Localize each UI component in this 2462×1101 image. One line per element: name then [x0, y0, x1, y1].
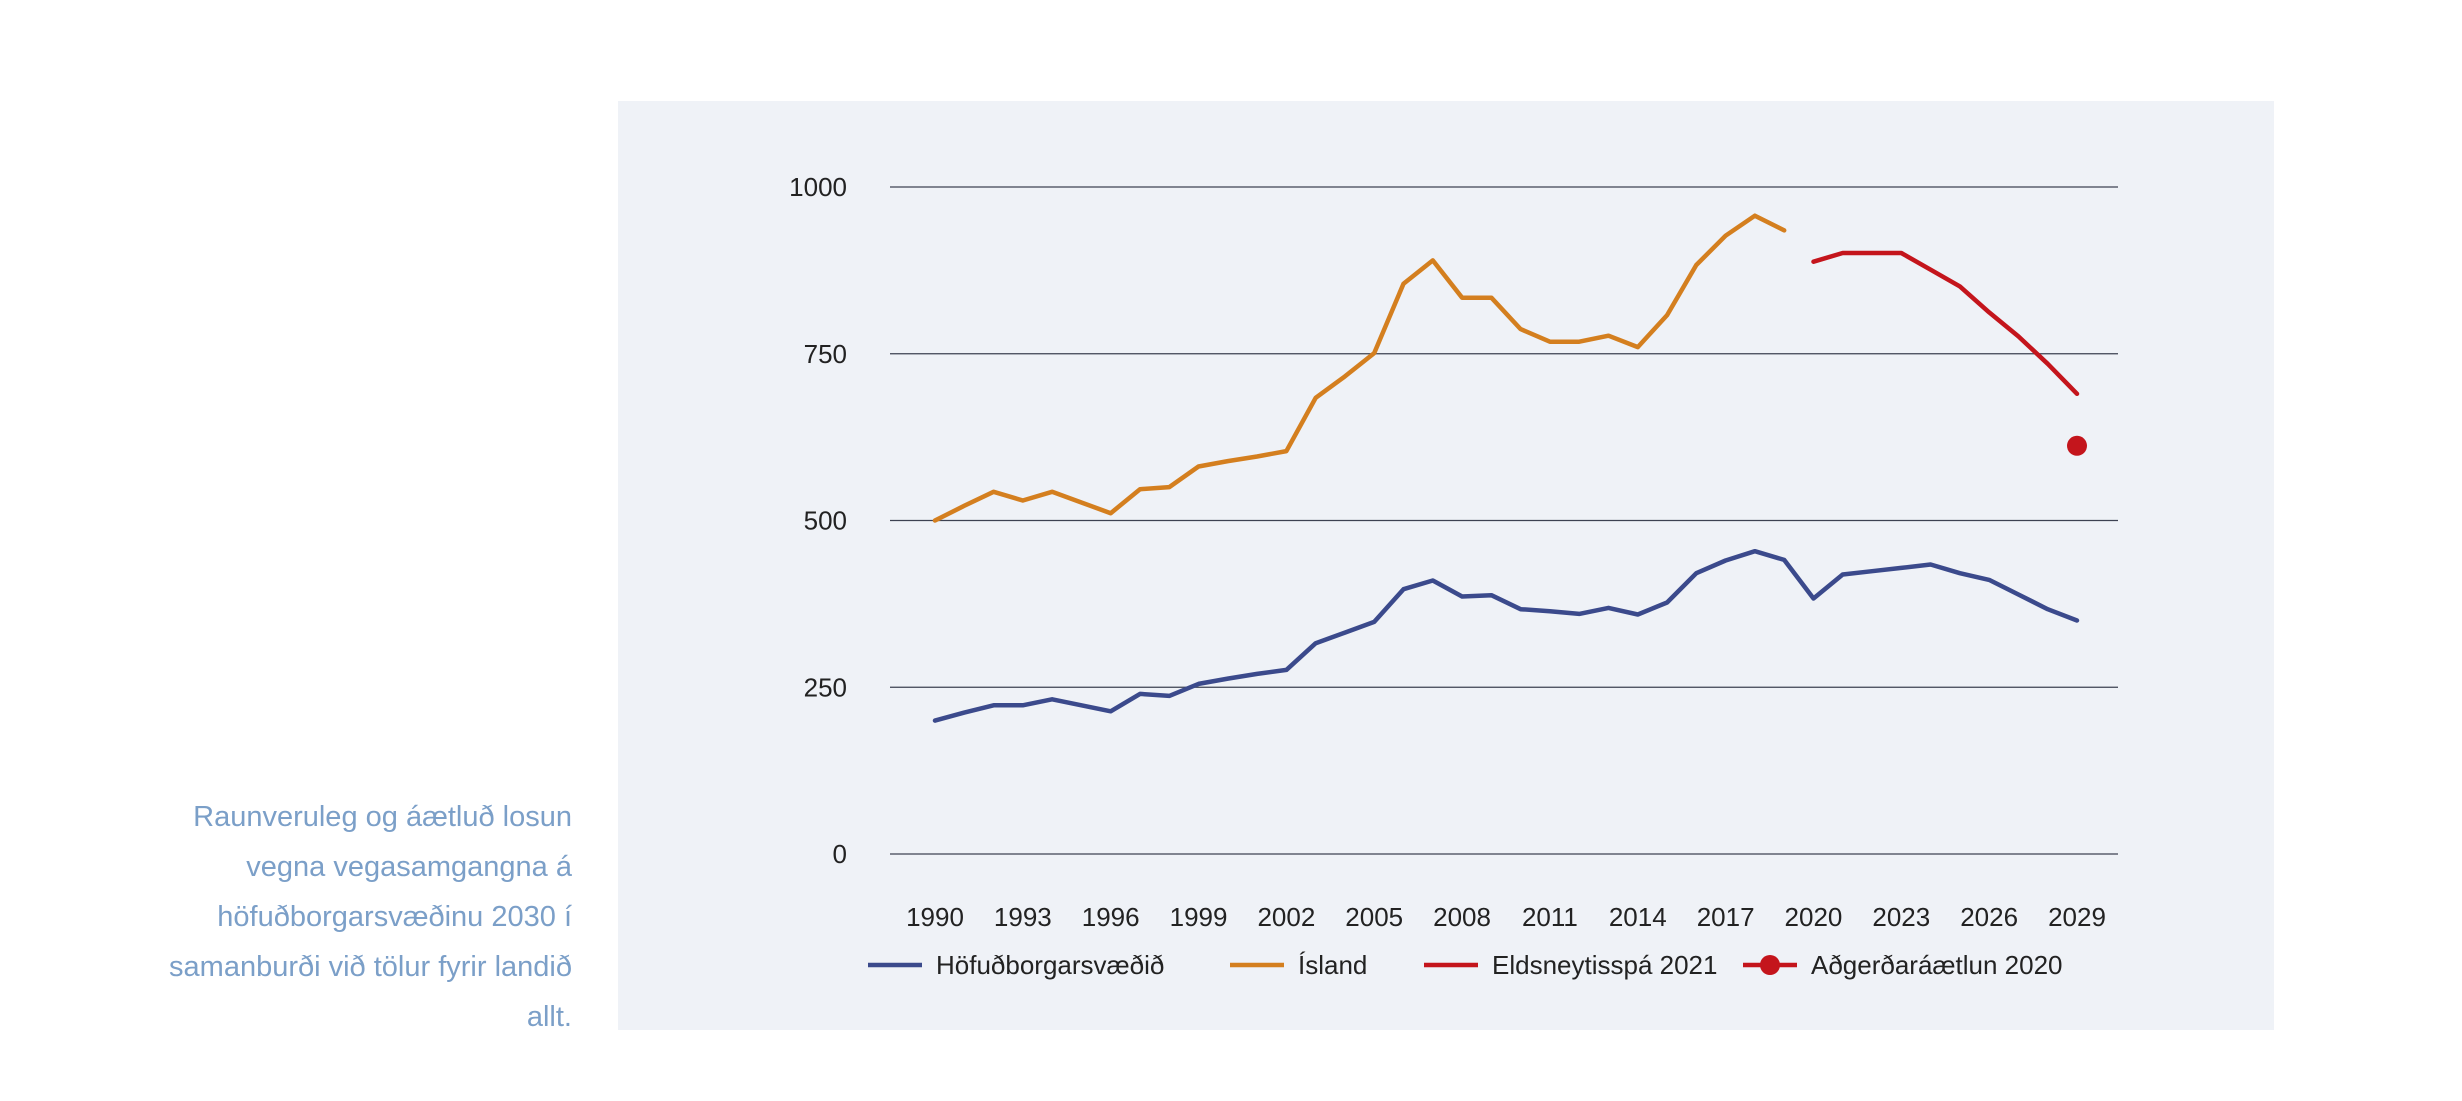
legend-marker-3 [1760, 955, 1780, 975]
y-tick-label: 0 [833, 839, 847, 869]
chart-caption: Raunveruleg og áætluð losun vegna vegasa… [169, 801, 572, 1033]
x-tick-label: 2023 [1872, 902, 1930, 932]
series-line-2 [1811, 250, 2080, 397]
legend: Höfuðborgarsvæðið Ísland Eldsneytisspá 202… [868, 950, 2063, 980]
x-tick-label: 2014 [1609, 902, 1667, 932]
y-axis-ticks: 0 250 500 750 1000 [789, 172, 847, 869]
x-tick-label: 2017 [1697, 902, 1755, 932]
legend-label-0: Höfuðborgarsvæðið [936, 950, 1164, 980]
y-tick-label: 500 [804, 506, 847, 536]
x-axis-ticks: 1990 1993 1996 1999 2002 2005 2008 2011 2014 2017… [906, 902, 2106, 932]
x-tick-label: 2020 [1785, 902, 1843, 932]
x-tick-label: 2029 [2048, 902, 2106, 932]
x-tick-label: 1996 [1082, 902, 1140, 932]
x-tick-label: 1999 [1170, 902, 1228, 932]
x-tick-label: 2026 [1960, 902, 2018, 932]
chart-panel: 0 250 500 750 1000 1990 1993 1996 1999 2002 2005 2… [618, 101, 2274, 1030]
series-layer [932, 213, 2087, 723]
x-tick-label: 2005 [1345, 902, 1403, 932]
series-line-0 [932, 548, 2080, 723]
x-tick-label: 1993 [994, 902, 1052, 932]
x-tick-label: 2011 [1522, 902, 1578, 932]
gridlines [890, 186, 2118, 855]
series-line-1 [932, 213, 1787, 523]
legend-label-1: Ísland [1298, 950, 1367, 980]
y-tick-label: 750 [804, 339, 847, 369]
legend-label-3: Aðgerðaráætlun 2020 [1811, 950, 2063, 980]
x-tick-label: 2008 [1433, 902, 1491, 932]
y-tick-label: 250 [804, 672, 847, 702]
emissions-line-chart: 0 250 500 750 1000 1990 1993 1996 1999 2002 2005 2… [789, 172, 2118, 980]
data-point-3 [2067, 435, 2087, 456]
x-tick-label: 2002 [1257, 902, 1315, 932]
y-tick-label: 1000 [789, 172, 847, 202]
legend-label-2: Eldsneytisspá 2021 [1492, 950, 1717, 980]
x-tick-label: 1990 [906, 902, 964, 932]
